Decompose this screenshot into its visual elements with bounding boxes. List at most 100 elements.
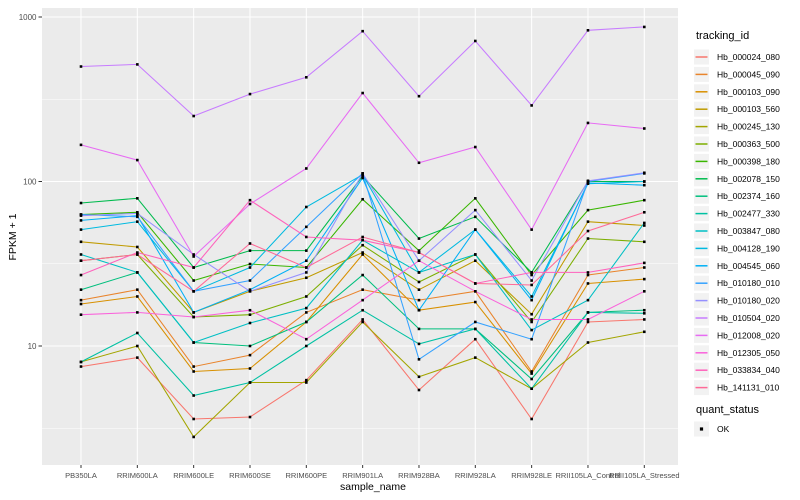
data-point [192,266,195,269]
data-point [305,311,308,314]
data-point [530,279,533,282]
data-point [361,29,364,33]
data-point [136,212,139,215]
data-point [417,271,421,274]
data-point [192,311,195,314]
data-point [474,282,477,285]
data-point [192,253,195,256]
data-point [417,342,421,346]
data-point [586,298,590,302]
data-point [417,327,421,331]
data-point [586,320,590,324]
legend-item-label: Hb_033834_040 [717,365,780,375]
data-point [474,320,477,324]
data-point [361,273,364,277]
legend-item-label: Hb_000363_500 [717,139,780,149]
data-point [361,308,364,312]
data-point [417,358,421,361]
data-point [248,415,252,419]
data-point [361,176,364,180]
data-point [361,174,364,178]
data-point [361,243,364,247]
data-point [192,279,195,282]
data-point [305,276,308,280]
data-point [248,242,252,245]
data-point [530,271,533,274]
data-point [248,249,252,252]
data-point [586,318,590,321]
data-point [530,104,533,107]
data-point [136,295,139,298]
data-point [248,266,252,269]
data-point [136,245,139,249]
data-point [136,271,139,274]
legend-item-label: Hb_000103_090 [717,87,780,97]
data-point [530,228,533,231]
data-point [361,172,364,175]
data-point [361,288,364,291]
data-point [643,261,646,265]
data-point [417,161,421,165]
data-point [305,271,308,274]
data-point [136,356,139,359]
legend-item-label: Hb_002374_160 [717,191,780,201]
data-point [530,417,533,421]
x-tick-label: RRIM600LA [117,471,158,480]
legend-item-label: Hb_012305_050 [717,348,780,358]
data-point [305,249,308,252]
data-point [79,214,83,217]
data-point [305,225,308,229]
data-point [643,290,646,293]
data-point [530,337,533,341]
data-point [361,251,364,254]
data-point [305,320,308,324]
x-tick-label: RRII105LA_Control [555,471,620,480]
y-tick-label: 100 [23,178,37,187]
data-point [643,277,646,281]
data-point [417,251,421,254]
data-point [530,387,533,391]
data-point [136,344,139,348]
legend-item-label: Hb_010180_010 [717,278,780,288]
data-point [136,311,139,314]
data-point [248,92,252,96]
data-point [417,375,421,379]
data-point [136,63,139,66]
data-point [305,266,308,269]
data-point [305,75,308,79]
legend-item-label: Hb_010504_020 [717,313,780,323]
data-point [248,344,252,348]
y-axis-title: FPKM + 1 [7,213,19,261]
data-point [305,378,308,382]
data-point [136,253,139,256]
data-point [79,302,83,306]
data-point [530,318,533,321]
y-tick-label: 10 [28,342,37,351]
data-point [192,255,195,258]
data-point [643,224,646,227]
data-point [361,318,364,321]
legend-item-label: Hb_002477_330 [717,209,780,219]
data-point [474,300,477,304]
data-point [643,171,646,175]
data-point [643,198,646,202]
data-point [474,215,477,219]
data-point [417,388,421,392]
data-point [79,201,83,205]
plot-panel [42,8,678,465]
data-point [643,210,646,214]
data-point [136,331,139,335]
data-point [474,228,477,231]
data-point [530,283,533,287]
data-point [474,290,477,293]
legend-item-label: Hb_004128_190 [717,243,780,253]
data-point [248,288,252,291]
quant-status-point [699,427,704,431]
y-tick-label: 1000 [19,13,37,22]
data-point [643,266,646,269]
data-point [474,259,477,263]
data-point [530,377,533,381]
data-point [586,179,590,183]
data-point [643,330,646,334]
x-tick-label: RRIM928LA [455,471,496,480]
